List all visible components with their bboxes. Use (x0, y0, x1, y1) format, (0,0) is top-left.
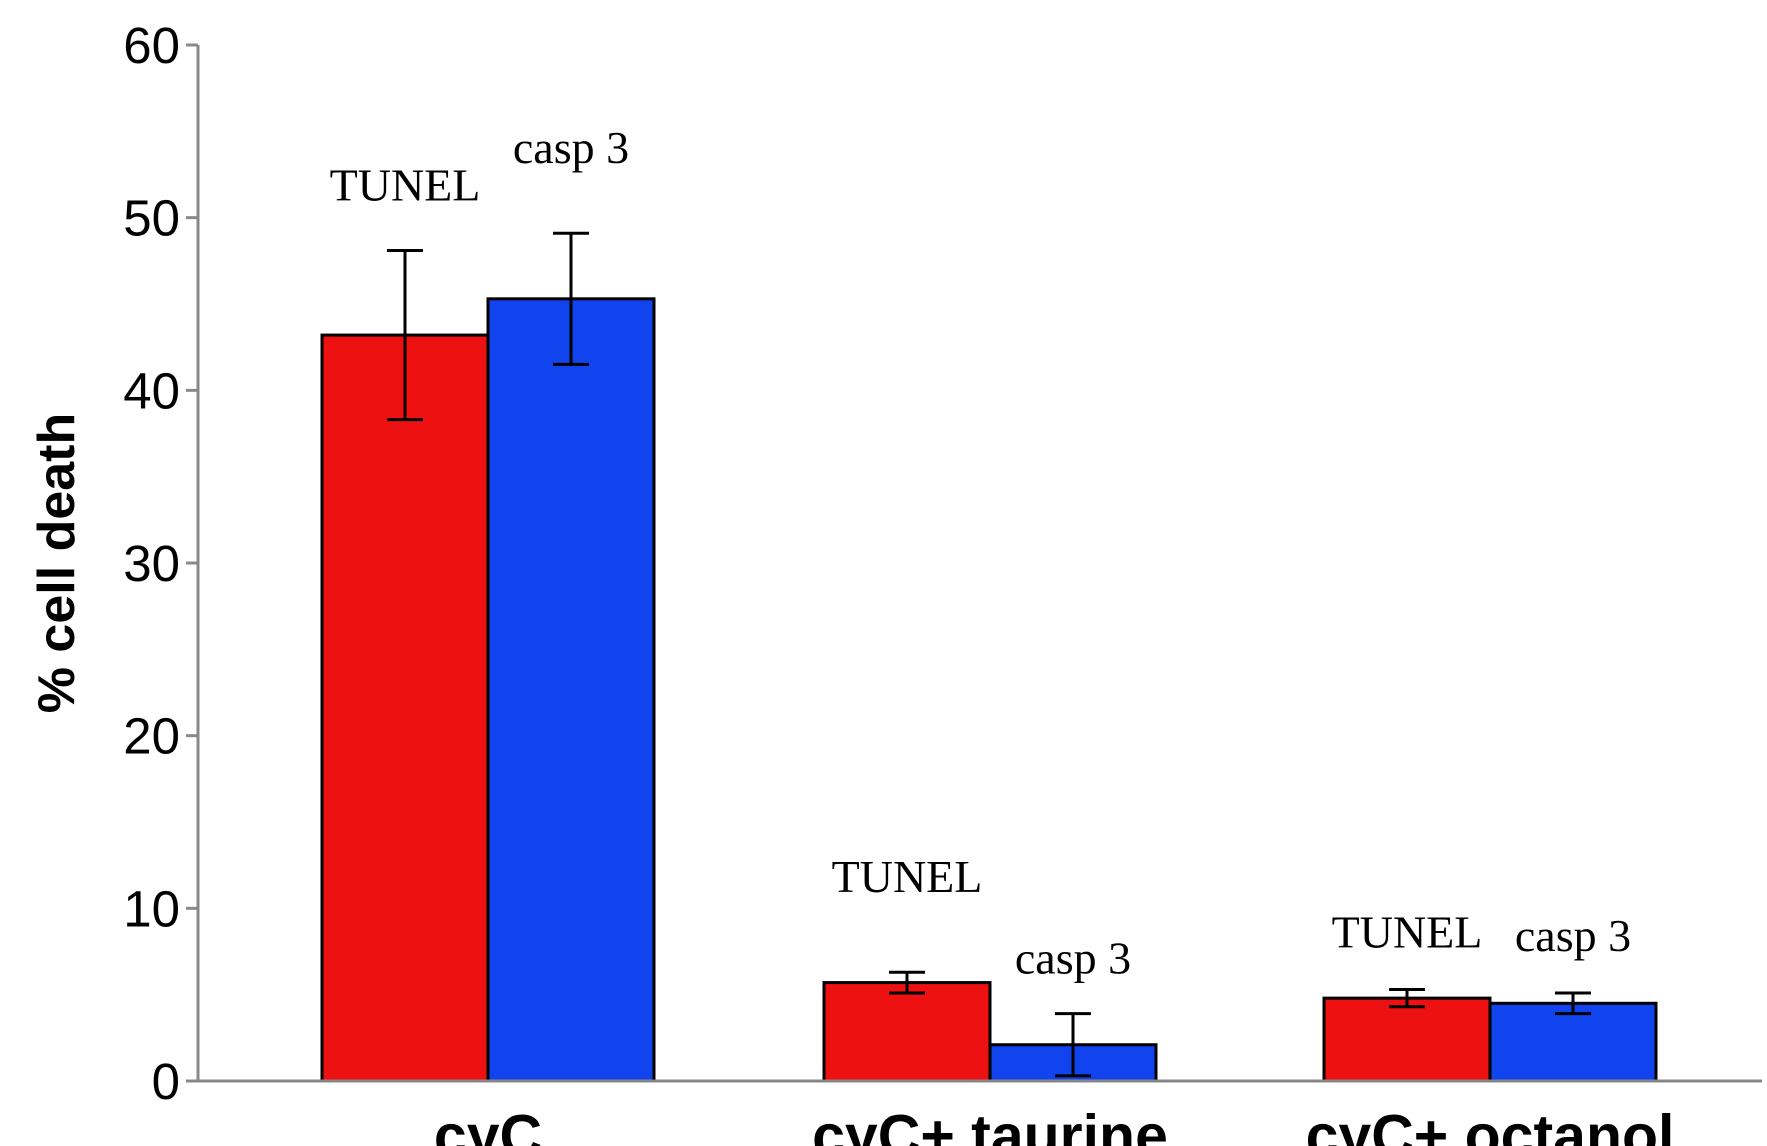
data-label: TUNEL (832, 851, 983, 902)
y-tick-label: 20 (123, 708, 180, 765)
data-label: casp 3 (1515, 910, 1631, 961)
data-labels: TUNEL casp 3 TUNEL casp 3 TUNEL casp 3 (330, 122, 1632, 983)
bar (320, 333, 490, 1083)
x-category-label: cyC+ octanol (1306, 1103, 1675, 1146)
bar (822, 981, 992, 1083)
data-label: casp 3 (1015, 933, 1131, 984)
y-tick-label: 40 (123, 362, 180, 419)
data-label: TUNEL (1332, 906, 1483, 957)
error-bars (387, 231, 1591, 1078)
y-tick-label: 50 (123, 190, 180, 247)
data-label: casp 3 (513, 122, 629, 173)
x-category-label: cyC (434, 1103, 542, 1146)
bars (320, 297, 1658, 1083)
x-category-label: cyC+ taurine (812, 1103, 1168, 1146)
bar (1488, 1001, 1658, 1083)
x-axis-category-labels: cyC cyC+ taurine cyC+ octanol (434, 1103, 1675, 1146)
y-tick-label: 0 (152, 1053, 180, 1110)
y-axis-label: % cell death (28, 413, 86, 714)
bar (486, 297, 656, 1083)
y-tick-label: 10 (123, 880, 180, 937)
y-axis-ticks: 0 10 20 30 40 50 60 (123, 17, 198, 1110)
bar (1322, 996, 1492, 1083)
y-tick-label: 60 (123, 17, 180, 74)
y-tick-label: 30 (123, 535, 180, 592)
data-label: TUNEL (330, 159, 481, 210)
